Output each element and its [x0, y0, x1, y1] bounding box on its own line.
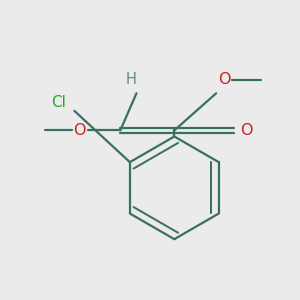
Text: O: O	[240, 123, 252, 138]
Text: O: O	[74, 123, 86, 138]
Text: Cl: Cl	[51, 95, 66, 110]
Text: O: O	[218, 72, 231, 87]
Text: H: H	[126, 72, 136, 87]
